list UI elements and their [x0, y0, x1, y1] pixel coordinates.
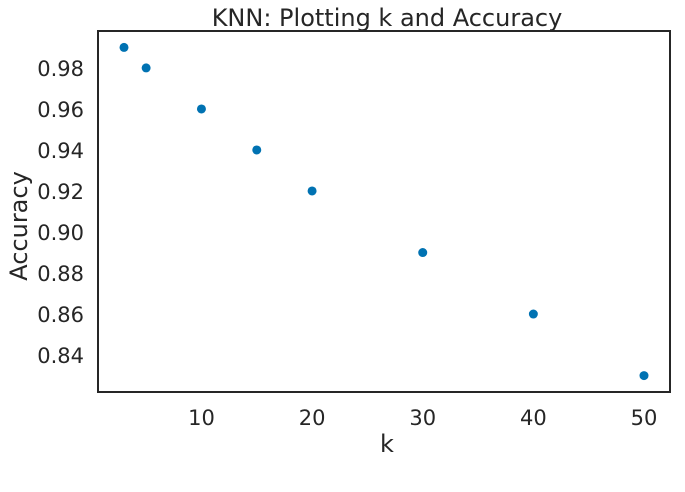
data-point — [252, 145, 262, 155]
x-axis-label: k — [380, 430, 394, 458]
data-point — [119, 42, 129, 52]
x-tick-label: 20 — [299, 406, 326, 430]
data-point — [307, 186, 317, 196]
x-tick-label: 10 — [188, 406, 215, 430]
data-point — [196, 104, 206, 114]
axis-ticks: 10 20 30 40 50 0.84 0.86 0.88 0.90 0.92 0.94 0.96 0.… — [37, 57, 657, 430]
x-tick-label: 50 — [631, 406, 658, 430]
y-tick-label: 0.92 — [37, 180, 84, 204]
y-tick-label: 0.84 — [37, 344, 84, 368]
data-point — [528, 309, 538, 319]
data-point — [418, 248, 428, 258]
data-point — [639, 371, 649, 381]
x-tick-label: 30 — [409, 406, 436, 430]
y-tick-label: 0.96 — [37, 98, 84, 122]
y-tick-label: 0.98 — [37, 57, 84, 81]
y-tick-label: 0.94 — [37, 139, 84, 163]
y-tick-label: 0.90 — [37, 221, 84, 245]
y-tick-label: 0.88 — [37, 262, 84, 286]
y-tick-label: 0.86 — [37, 303, 84, 327]
data-points — [119, 42, 649, 381]
y-axis-label: Accuracy — [5, 171, 33, 281]
chart-title: KNN: Plotting k and Accuracy — [212, 4, 563, 32]
x-tick-label: 40 — [520, 406, 547, 430]
plot-frame — [97, 30, 671, 393]
data-point — [141, 63, 151, 73]
